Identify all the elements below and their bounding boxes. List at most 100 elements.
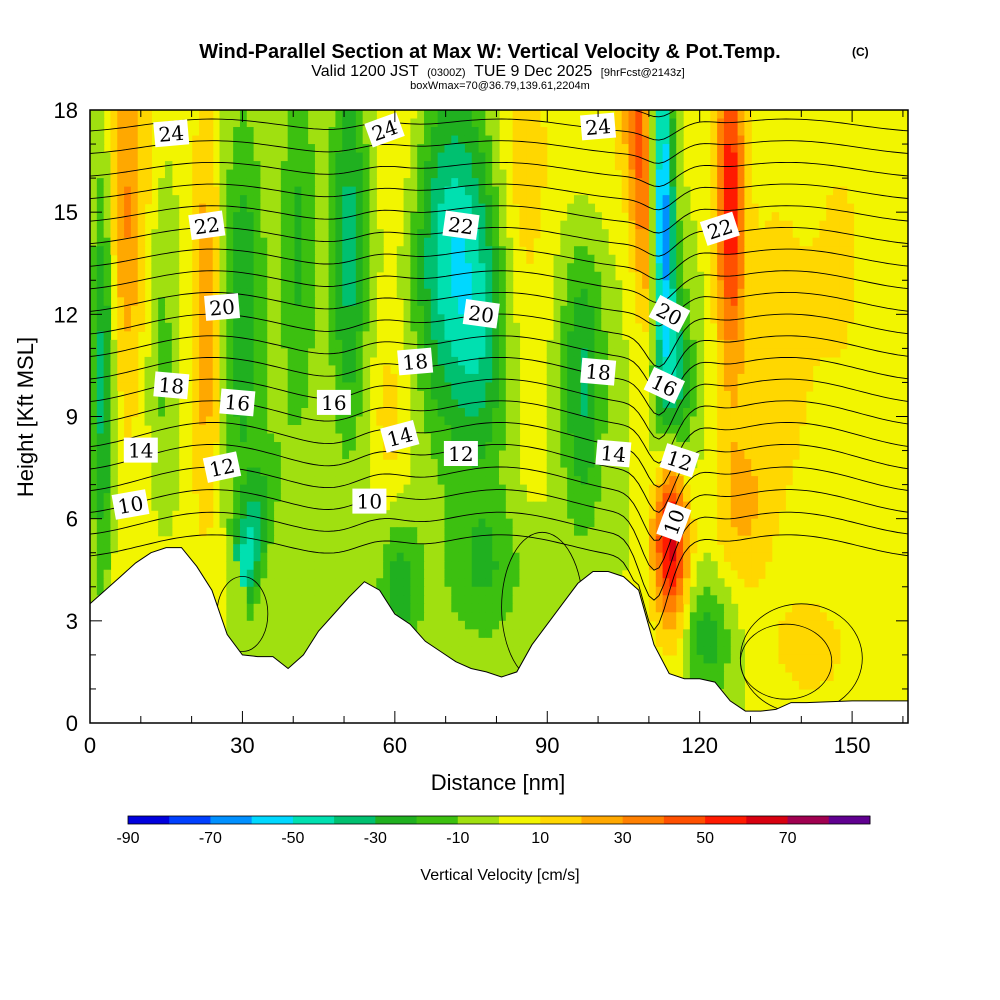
w-cell (696, 569, 705, 579)
w-cell (648, 518, 657, 528)
w-cell (239, 476, 248, 486)
w-cell (383, 527, 391, 537)
w-cell (499, 467, 507, 477)
w-cell (785, 271, 793, 281)
w-cell (253, 195, 262, 205)
w-cell (792, 603, 800, 613)
w-cell (567, 314, 575, 324)
w-cell (403, 484, 411, 494)
w-cell (355, 527, 364, 537)
w-cell (676, 493, 684, 503)
w-cell (253, 169, 262, 179)
w-cell (792, 314, 800, 324)
w-cell (553, 518, 561, 528)
w-cell (246, 212, 255, 222)
w-cell (614, 110, 623, 120)
w-cell (335, 365, 343, 375)
w-cell (164, 331, 173, 341)
w-cell (328, 152, 336, 162)
w-cell (314, 603, 323, 613)
w-cell (233, 331, 241, 341)
w-cell (798, 271, 807, 281)
w-cell (410, 527, 418, 537)
w-cell (744, 152, 752, 162)
w-cell (158, 314, 166, 324)
w-cell (717, 263, 725, 273)
w-cell (464, 322, 473, 332)
w-cell (96, 467, 105, 477)
w-cell (696, 305, 705, 315)
w-cell (642, 229, 650, 239)
w-cell (205, 135, 214, 145)
w-cell (110, 161, 118, 171)
w-cell (560, 518, 568, 528)
w-cell (349, 246, 357, 256)
w-cell (287, 212, 296, 222)
w-cell (478, 416, 486, 426)
w-cell (519, 510, 527, 520)
w-cell (737, 169, 745, 179)
w-cell (314, 535, 323, 545)
w-cell (144, 382, 152, 392)
w-cell (328, 535, 336, 545)
w-cell (567, 476, 575, 486)
w-cell (560, 263, 568, 273)
w-cell (758, 339, 766, 349)
w-cell (430, 237, 439, 247)
w-cell (519, 118, 527, 128)
w-cell (342, 305, 350, 315)
w-cell (314, 365, 323, 375)
w-cell (369, 527, 377, 537)
w-cell (505, 254, 514, 264)
w-cell (512, 399, 521, 409)
w-cell (744, 467, 752, 477)
w-cell (676, 425, 684, 435)
w-cell (730, 212, 739, 222)
w-cell (383, 382, 391, 392)
w-cell (199, 442, 207, 452)
w-cell (621, 433, 630, 443)
w-cell (260, 169, 268, 179)
w-cell (648, 127, 657, 137)
w-cell (458, 365, 466, 375)
w-cell (642, 118, 650, 128)
w-cell (587, 229, 596, 239)
w-cell (164, 356, 173, 367)
w-cell (444, 237, 452, 247)
w-cell (710, 578, 718, 588)
w-cell (689, 373, 698, 384)
w-cell (444, 246, 452, 256)
w-cell (812, 331, 820, 341)
w-cell (321, 322, 330, 332)
w-cell (430, 195, 439, 205)
w-cell (96, 459, 105, 469)
w-cell (239, 280, 248, 290)
w-cell (90, 501, 98, 511)
w-cell (696, 365, 705, 375)
w-cell (546, 518, 555, 528)
w-cell (471, 518, 480, 528)
w-cell (389, 518, 398, 528)
w-cell (492, 254, 500, 264)
w-cell (219, 212, 227, 222)
w-cell (655, 356, 664, 367)
w-cell (451, 399, 459, 409)
w-cell (451, 476, 459, 486)
w-cell (96, 407, 105, 418)
w-cell (219, 493, 227, 503)
w-cell (546, 569, 555, 579)
w-cell (164, 186, 173, 196)
w-cell (260, 314, 268, 324)
chart-subtitle-box: boxWmax=70@36.79,139.61,2204m (410, 80, 590, 92)
w-cell (730, 322, 739, 332)
w-cell (233, 544, 241, 554)
w-cell (90, 178, 98, 188)
w-cell (717, 152, 725, 162)
w-cell (710, 586, 718, 596)
w-cell (355, 552, 364, 562)
w-cell (485, 527, 493, 537)
w-cell (103, 425, 112, 435)
w-cell (451, 322, 459, 332)
w-cell (546, 484, 555, 494)
w-cell (124, 118, 132, 128)
